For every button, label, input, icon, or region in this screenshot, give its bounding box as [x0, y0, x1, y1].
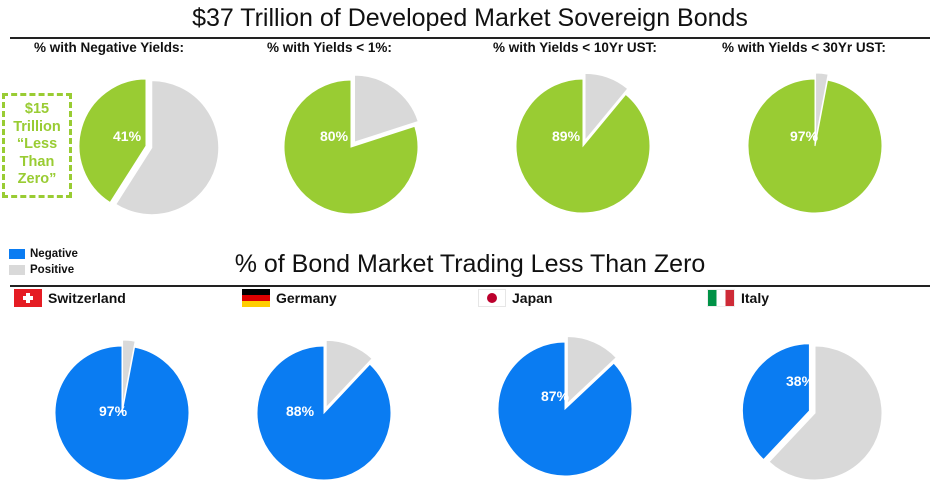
pie-6-slice-primary: [256, 345, 392, 481]
germany-flag-icon: [242, 289, 270, 307]
pie-7-slice-remainder: [566, 335, 617, 405]
legend-negative-label: Negative: [30, 248, 78, 260]
country-switzerland: Switzerland: [14, 289, 126, 307]
pie-5-slice-remainder: [122, 339, 136, 408]
country-name: Switzerland: [48, 290, 126, 306]
callout-line: $15: [24, 101, 50, 117]
chart-title-negative-yields: % with Negative Yields:: [34, 40, 185, 55]
main-title: $37 Trillion of Developed Market Soverei…: [192, 4, 748, 32]
legend-negative: Negative: [9, 248, 78, 260]
section-divider: [10, 285, 930, 287]
pie-5-data-label: 97%: [99, 403, 128, 419]
pie-3-slice-remainder: [584, 72, 629, 142]
legend-positive: Positive: [9, 264, 74, 276]
pie-3-slice-primary: [515, 78, 651, 214]
pie-6-slice-remainder: [325, 339, 373, 409]
pie-3-data-label: 89%: [552, 128, 581, 144]
pie-1-slice-remainder: [115, 80, 220, 216]
chart-title-yields-below-30yr: % with Yields < 30Yr UST:: [722, 40, 886, 55]
pie-6-data-label: 88%: [286, 403, 315, 419]
callout-line: Than: [19, 153, 55, 170]
pie-2-slice-remainder: [354, 74, 419, 143]
pie-2-slice-primary: [283, 79, 419, 215]
pie-8-data-label: 38%: [786, 373, 815, 389]
pie-1-data-label: 41%: [113, 128, 142, 144]
section-title: % of Bond Market Trading Less Than Zero: [234, 250, 706, 278]
pie-5-slice-primary: [54, 345, 190, 481]
country-name: Japan: [512, 290, 553, 306]
pie-7-slice-primary: [497, 341, 633, 477]
pie-7-data-label: 87%: [541, 388, 570, 404]
pie-4-slice-primary: [747, 78, 883, 214]
pie-4-data-label: 97%: [790, 128, 819, 144]
chart-title-yields-below-10yr: % with Yields < 10Yr UST:: [493, 40, 657, 55]
legend-positive-label: Positive: [30, 264, 75, 276]
title-divider: [10, 37, 930, 39]
positive-swatch: [9, 265, 25, 275]
pie-1-slice-primary: [78, 78, 147, 204]
less-than-zero-callout: $15 Trillion “Less Than Zero”: [2, 93, 72, 198]
callout-line: “Less: [16, 136, 58, 152]
pie-8-slice-primary: [741, 343, 810, 461]
country-japan: Japan: [478, 289, 552, 307]
switzerland-flag-icon: [14, 289, 42, 307]
chart-title-yields-below-1pct: % with Yields < 1%:: [267, 40, 392, 55]
japan-flag-icon: [478, 289, 506, 307]
callout-line: Zero”: [17, 171, 57, 187]
pie-2-data-label: 80%: [320, 128, 349, 144]
italy-flag-icon: [707, 289, 735, 307]
country-name: Germany: [276, 290, 337, 306]
pie-8-slice-remainder: [768, 345, 883, 481]
country-name: Italy: [741, 290, 770, 306]
country-italy: Italy: [707, 289, 769, 307]
pie-4-slice-remainder: [815, 72, 829, 141]
country-germany: Germany: [242, 289, 337, 307]
callout-line: Trillion: [13, 118, 61, 135]
negative-swatch: [9, 249, 25, 259]
